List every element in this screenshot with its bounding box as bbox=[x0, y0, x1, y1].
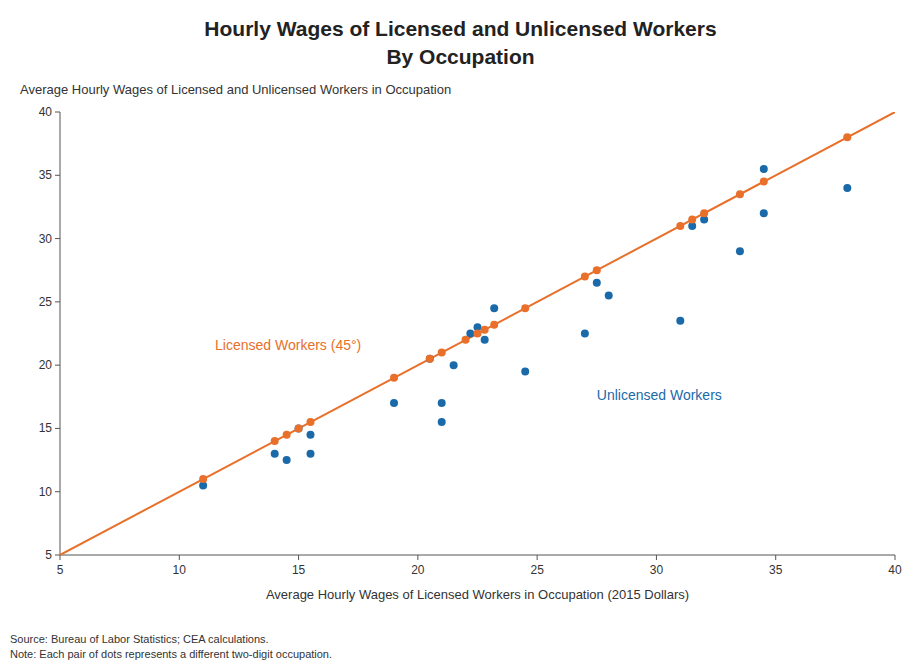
point bbox=[700, 209, 708, 217]
x-tick-label: 40 bbox=[888, 563, 902, 577]
point bbox=[271, 450, 279, 458]
point bbox=[307, 431, 315, 439]
y-tick bbox=[55, 491, 60, 492]
point bbox=[438, 418, 446, 426]
x-tick-label: 25 bbox=[530, 563, 544, 577]
point bbox=[438, 348, 446, 356]
y-tick-label: 15 bbox=[39, 421, 53, 435]
point bbox=[605, 292, 613, 300]
point bbox=[450, 361, 458, 369]
source-note: Note: Each pair of dots represents a dif… bbox=[10, 648, 332, 660]
annotation: Unlicensed Workers bbox=[597, 387, 722, 403]
point bbox=[295, 424, 303, 432]
x-tick bbox=[298, 555, 299, 560]
x-tick bbox=[775, 555, 776, 560]
y-tick bbox=[55, 428, 60, 429]
y-tick-label: 25 bbox=[39, 295, 53, 309]
x-tick bbox=[60, 555, 61, 560]
title: By Occupation bbox=[386, 45, 534, 68]
x-tick-label: 35 bbox=[769, 563, 783, 577]
chart: Hourly Wages of Licensed and Unlicensed … bbox=[0, 0, 921, 671]
point bbox=[426, 355, 434, 363]
point bbox=[481, 336, 489, 344]
y-tick-label: 30 bbox=[39, 232, 53, 246]
point bbox=[676, 317, 684, 325]
subtitle: Average Hourly Wages of Licensed and Unl… bbox=[20, 82, 451, 97]
point bbox=[593, 279, 601, 287]
y-tick bbox=[55, 112, 60, 113]
point bbox=[581, 273, 589, 281]
x-tick bbox=[656, 555, 657, 560]
point bbox=[199, 475, 207, 483]
x-tick-label: 20 bbox=[411, 563, 425, 577]
point bbox=[466, 330, 474, 338]
point bbox=[760, 165, 768, 173]
point bbox=[390, 399, 398, 407]
y-tick-label: 5 bbox=[45, 548, 52, 562]
x-tick-label: 5 bbox=[57, 563, 64, 577]
y-tick-label: 35 bbox=[39, 168, 53, 182]
point bbox=[760, 178, 768, 186]
x-tick-label: 10 bbox=[173, 563, 187, 577]
x-tick-label: 15 bbox=[292, 563, 306, 577]
point bbox=[307, 418, 315, 426]
y-tick bbox=[55, 365, 60, 366]
point bbox=[521, 304, 529, 312]
point bbox=[426, 355, 434, 363]
x-axis bbox=[60, 555, 895, 556]
y-tick bbox=[55, 175, 60, 176]
x-tick bbox=[417, 555, 418, 560]
annotation: Licensed Workers (45°) bbox=[215, 337, 361, 353]
y-tick-label: 10 bbox=[39, 485, 53, 499]
point bbox=[390, 374, 398, 382]
x-tick bbox=[179, 555, 180, 560]
point bbox=[438, 399, 446, 407]
x-tick-label: 30 bbox=[650, 563, 664, 577]
point bbox=[843, 133, 851, 141]
point bbox=[295, 424, 303, 432]
y-tick-label: 20 bbox=[39, 358, 53, 372]
source-note: Source: Bureau of Labor Statistics; CEA … bbox=[10, 633, 269, 645]
point bbox=[593, 266, 601, 274]
y-tick bbox=[55, 238, 60, 239]
y-tick bbox=[55, 555, 60, 556]
y-axis bbox=[60, 112, 61, 555]
reference-line bbox=[60, 112, 895, 555]
point bbox=[283, 456, 291, 464]
point bbox=[581, 330, 589, 338]
point bbox=[736, 190, 744, 198]
point bbox=[490, 304, 498, 312]
point bbox=[271, 437, 279, 445]
point bbox=[676, 222, 684, 230]
y-tick bbox=[55, 301, 60, 302]
point bbox=[736, 247, 744, 255]
x-tick bbox=[537, 555, 538, 560]
x-tick bbox=[895, 555, 896, 560]
point bbox=[490, 321, 498, 329]
point bbox=[307, 450, 315, 458]
point bbox=[688, 216, 696, 224]
point bbox=[481, 326, 489, 334]
plot-area bbox=[60, 112, 895, 555]
point bbox=[474, 330, 482, 338]
point bbox=[521, 367, 529, 375]
point bbox=[760, 209, 768, 217]
point bbox=[843, 184, 851, 192]
y-tick-label: 40 bbox=[39, 105, 53, 119]
point bbox=[462, 336, 470, 344]
x-axis-label: Average Hourly Wages of Licensed Workers… bbox=[266, 587, 689, 602]
point bbox=[283, 431, 291, 439]
title: Hourly Wages of Licensed and Unlicensed … bbox=[204, 17, 716, 40]
